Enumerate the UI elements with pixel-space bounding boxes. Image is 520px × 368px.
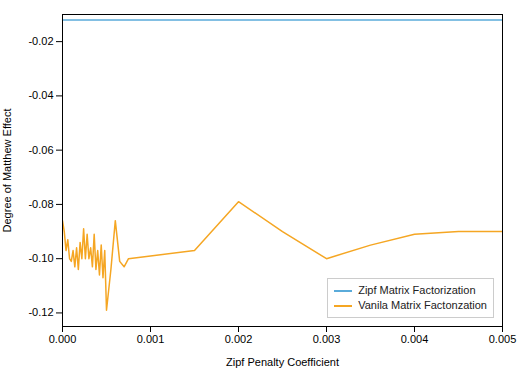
svg-text:Zipf Penalty Coefficient: Zipf Penalty Coefficient: [226, 356, 339, 368]
svg-text:-0.04: -0.04: [28, 89, 53, 101]
svg-text:0.000: 0.000: [49, 333, 77, 345]
svg-text:0.004: 0.004: [401, 333, 429, 345]
html-text:Zipf Matrix Factorization: Zipf Matrix Factorization: [358, 284, 476, 296]
svg-text:0.001: 0.001: [137, 333, 165, 345]
svg-text:-0.02: -0.02: [28, 35, 53, 47]
svg-text:0.003: 0.003: [313, 333, 341, 345]
html-text:Vanila Matrix Factonzation: Vanila Matrix Factonzation: [358, 299, 487, 311]
svg-text:-0.06: -0.06: [28, 144, 53, 156]
svg-text:0.005: 0.005: [489, 333, 517, 345]
svg-text:-0.10: -0.10: [28, 252, 53, 264]
svg-text:-0.08: -0.08: [28, 198, 53, 210]
svg-text:0.002: 0.002: [225, 333, 253, 345]
svg-text:-0.12: -0.12: [28, 306, 53, 318]
svg-text:Degree of Matthew Effect: Degree of Matthew Effect: [1, 109, 13, 233]
